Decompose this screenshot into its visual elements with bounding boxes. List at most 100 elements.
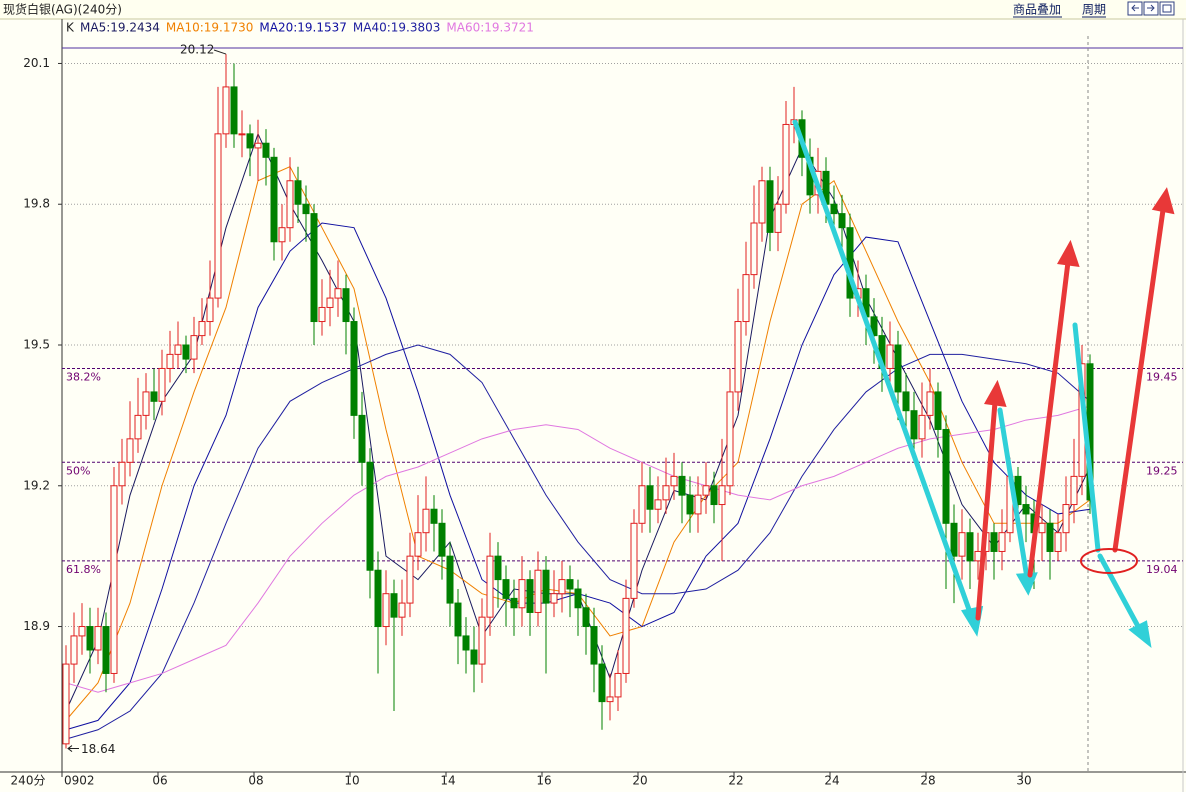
- candle-body: [654, 499, 662, 510]
- candle-body: [910, 410, 918, 440]
- candle-body: [526, 579, 534, 613]
- candle-body: [446, 555, 454, 604]
- x-tick-label: 30: [1016, 774, 1031, 788]
- cyan-arrow: [997, 407, 1030, 581]
- candle-body: [534, 569, 542, 613]
- candle-body: [294, 180, 302, 205]
- top-bar: [0, 0, 1186, 19]
- candle-body: [502, 579, 510, 599]
- candle-body: [142, 391, 150, 416]
- candle-body: [190, 335, 198, 360]
- candle-body: [422, 508, 430, 534]
- candle-body: [78, 626, 86, 637]
- level-value: 19.25: [1146, 464, 1178, 477]
- candle-body: [302, 203, 310, 215]
- candle-body: [366, 461, 374, 571]
- candle-body: [886, 344, 894, 369]
- candle-body: [390, 593, 398, 618]
- level-value: 19.45: [1146, 370, 1178, 383]
- candle-body: [574, 588, 582, 609]
- candle-body: [942, 428, 950, 524]
- candle-body: [990, 532, 998, 552]
- candle-body: [246, 133, 254, 149]
- arrow-head: [1128, 620, 1152, 649]
- candle-body: [766, 180, 774, 233]
- y-tick-label: 18.9: [23, 619, 50, 633]
- candle-body: [662, 485, 670, 501]
- candle-body: [318, 306, 326, 323]
- candle-body: [550, 593, 558, 604]
- candle-body: [198, 321, 206, 337]
- candle-body: [230, 86, 238, 135]
- candle-body: [702, 485, 710, 496]
- arrow-head: [984, 379, 1007, 408]
- candle-body: [350, 321, 358, 416]
- y-tick-label: 20.1: [23, 56, 50, 70]
- candle-body: [238, 133, 246, 136]
- candle-body: [150, 391, 158, 402]
- candle-body: [486, 555, 494, 618]
- btn-max[interactable]: [1159, 1, 1175, 16]
- candle-body: [94, 626, 102, 651]
- candle-body: [958, 532, 966, 557]
- candle-body: [126, 438, 134, 463]
- level-value: 19.04: [1146, 563, 1178, 576]
- ma-line: [65, 344, 1091, 740]
- legend-entry: MA5:19.2434: [80, 21, 160, 35]
- candle-body: [558, 579, 566, 595]
- candle-body: [838, 213, 846, 229]
- candle-body: [998, 532, 1006, 552]
- candle-body: [166, 353, 174, 369]
- ma-line: [65, 405, 1091, 693]
- candle-body: [358, 414, 366, 463]
- legend-entry: MA10:19.1730: [166, 21, 254, 35]
- overlay-menu[interactable]: 商品叠加: [1013, 2, 1061, 17]
- cyan-arrow: [1072, 322, 1101, 553]
- candle-body: [1038, 522, 1046, 534]
- candle-body: [734, 321, 742, 393]
- candle-body: [454, 602, 462, 637]
- x-tick-label: 06: [152, 774, 167, 788]
- legend-entry: MA60:19.3721: [446, 21, 534, 35]
- candle-body: [926, 391, 934, 416]
- legend-entry: MA40:19.3803: [353, 21, 441, 35]
- candle-body: [270, 156, 278, 243]
- candle-body: [462, 635, 470, 651]
- candle-body: [622, 597, 630, 674]
- candle-body: [382, 593, 390, 628]
- candle-body: [726, 391, 734, 487]
- x-tick-label: 08: [248, 774, 263, 788]
- arrow-head: [1015, 572, 1038, 596]
- candle-body: [598, 663, 606, 703]
- candle-body: [86, 626, 94, 651]
- x-tick-label: 20: [632, 774, 647, 788]
- candle-body: [782, 123, 790, 205]
- x-tick-label: 24: [824, 774, 839, 788]
- candle-body: [286, 180, 294, 229]
- x-tick-label: 10: [344, 774, 359, 788]
- candle-body: [406, 555, 414, 604]
- cyan-arrow: [792, 119, 975, 621]
- candle-body: [542, 569, 550, 604]
- candle-body: [686, 494, 694, 515]
- level-ratio: 38.2%: [66, 370, 101, 383]
- candle-body: [1046, 522, 1054, 552]
- candle-body: [414, 532, 422, 557]
- y-tick-label: 19.8: [23, 197, 50, 211]
- candle-body: [262, 142, 270, 158]
- candle-body: [630, 522, 638, 599]
- period-menu[interactable]: 周期: [1082, 3, 1106, 17]
- period-label: 240分: [11, 774, 46, 788]
- candle-body: [614, 672, 622, 698]
- candle-body: [158, 367, 166, 402]
- low-pointer: [67, 745, 79, 752]
- candle-body: [206, 297, 214, 323]
- level-ratio: 50%: [66, 464, 90, 477]
- candle-body: [110, 485, 118, 674]
- red-arrow: [1027, 259, 1071, 578]
- candle-body: [334, 288, 342, 299]
- candle-body: [830, 203, 838, 215]
- candle-body: [278, 227, 286, 243]
